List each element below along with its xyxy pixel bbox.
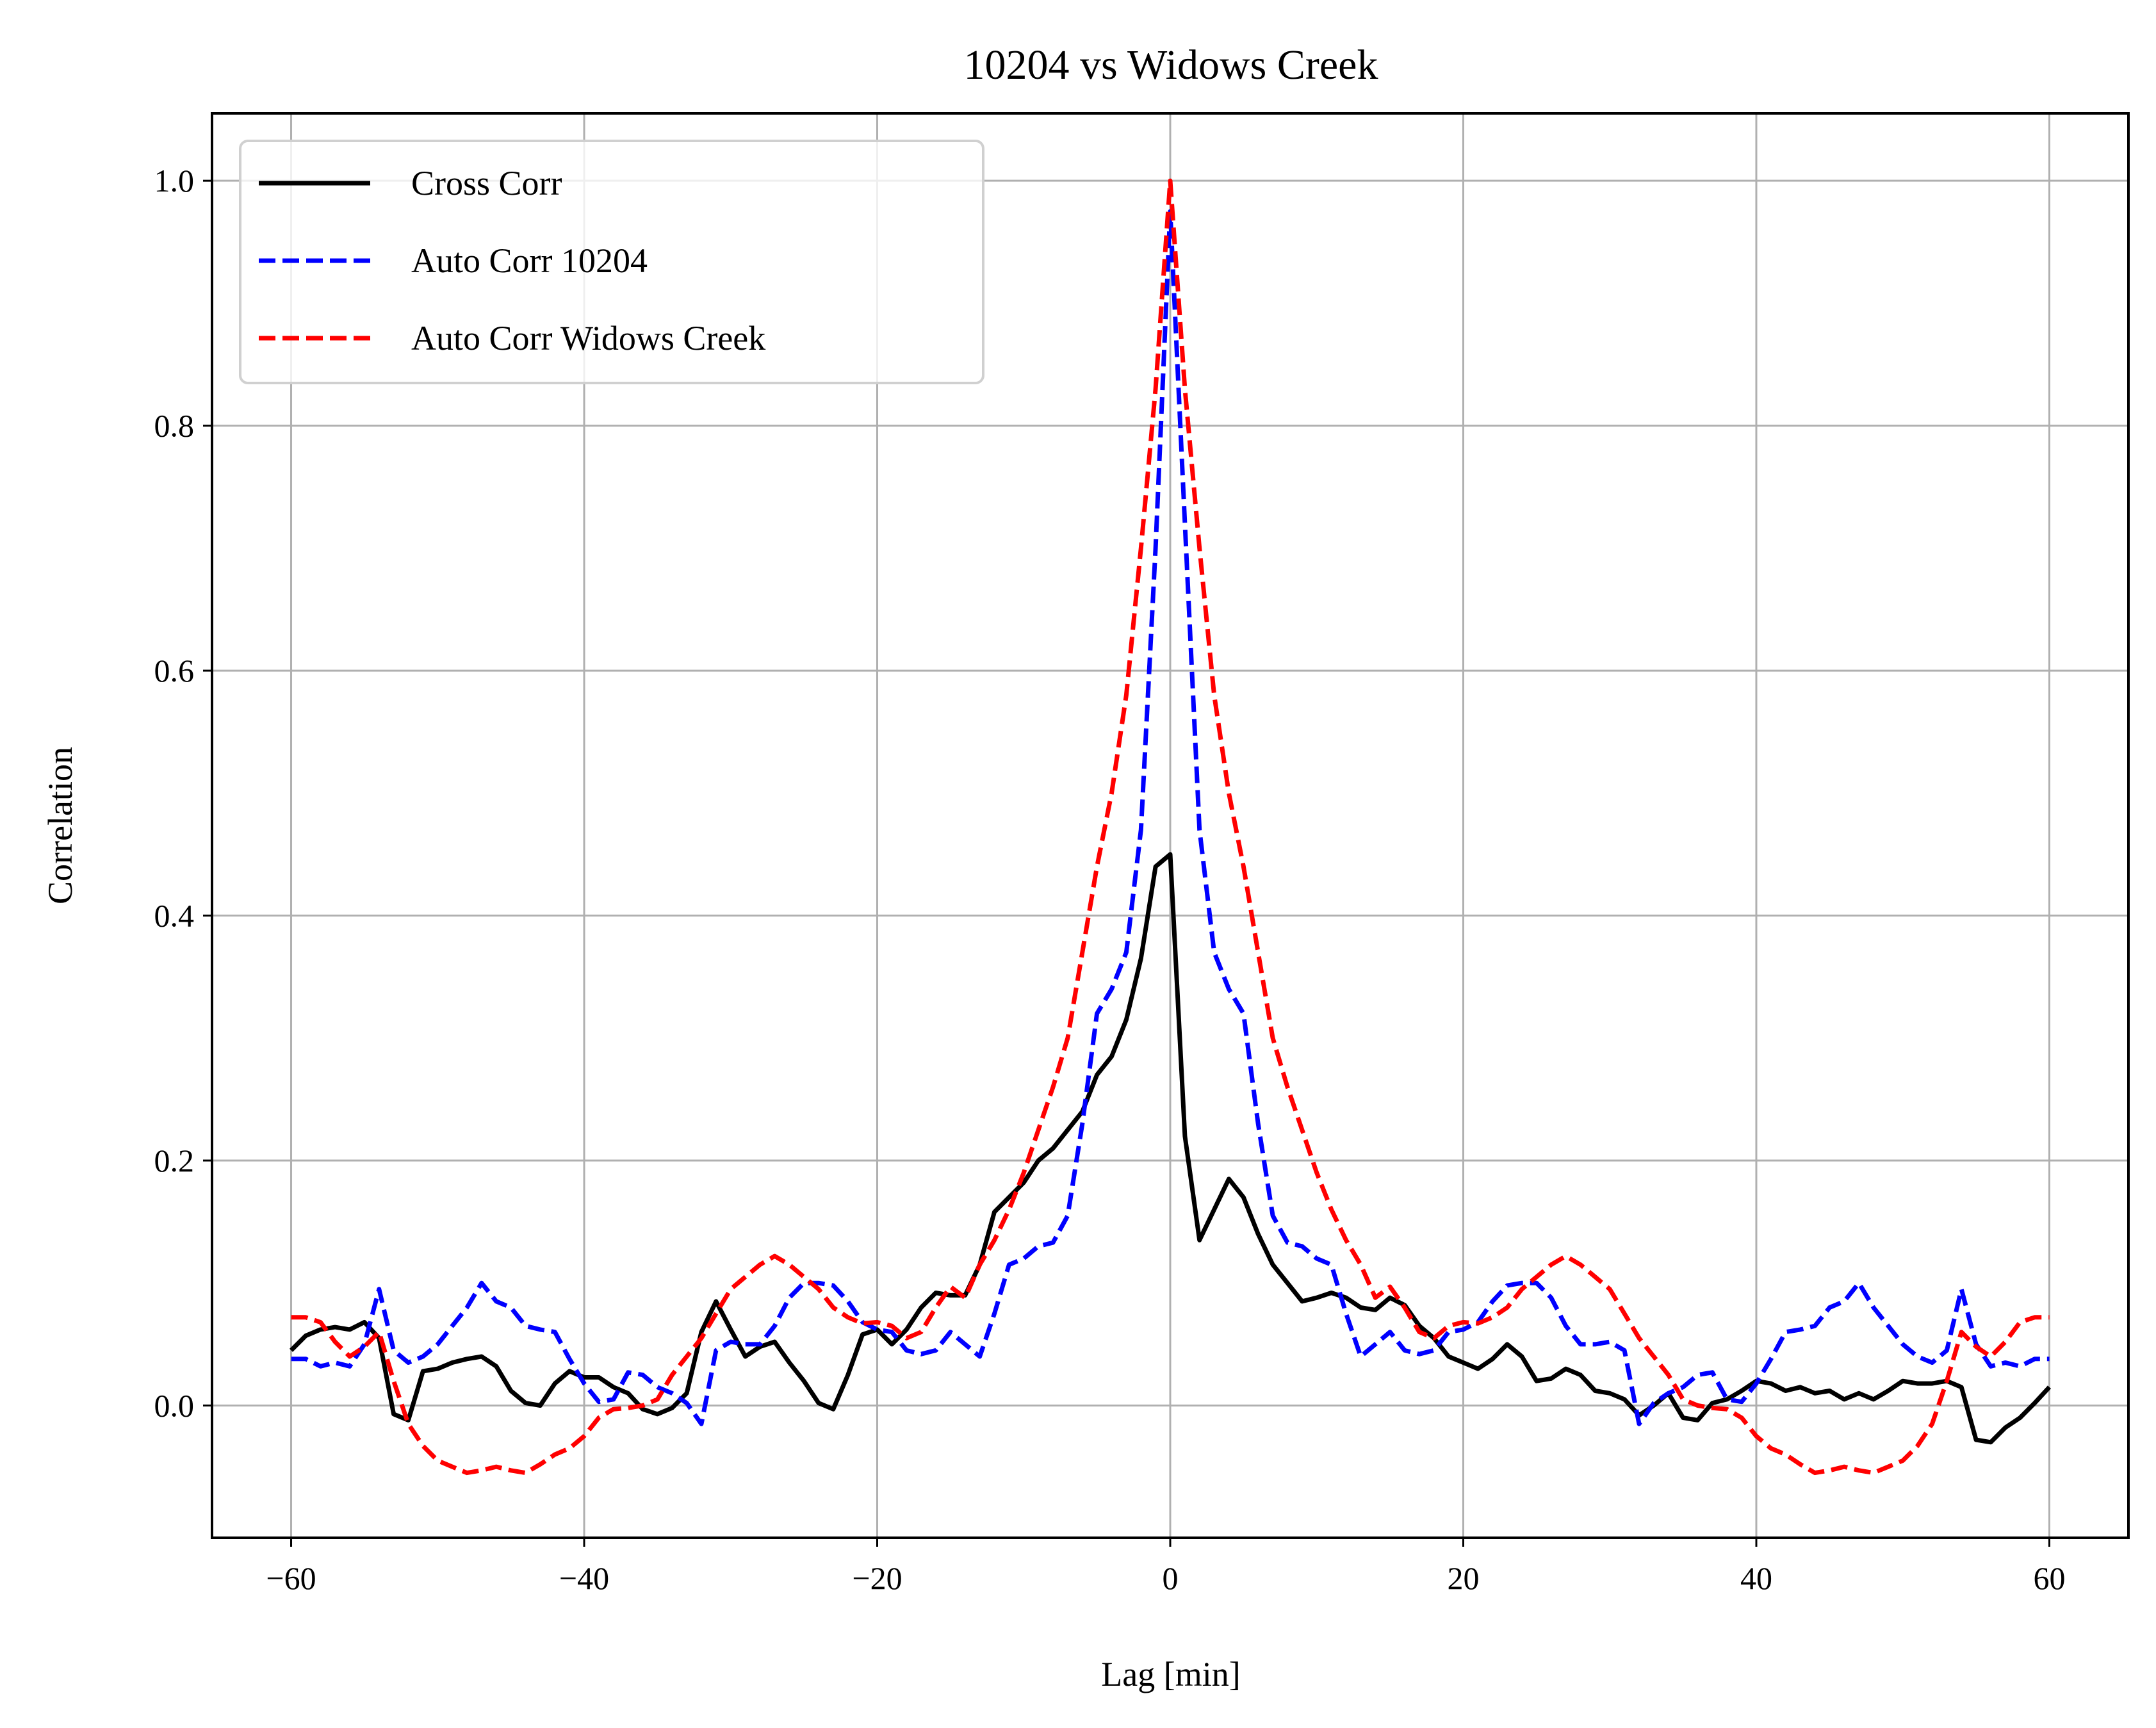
y-tick-label: 0.2 [154, 1143, 195, 1178]
y-axis-label: Correlation [41, 747, 79, 904]
legend: Cross Corr Auto Corr 10204 Auto Corr Widow… [239, 140, 984, 384]
x-axis-label: Lag [min] [1101, 1655, 1240, 1693]
series-layer [290, 178, 2052, 1476]
y-tick-label: 1.0 [154, 163, 195, 199]
x-tick-label: 60 [2033, 1560, 2065, 1596]
series-line-auto-corr-widows-creek [291, 178, 2050, 1476]
chart-title: 10204 vs Widows Creek [964, 42, 1378, 88]
x-tick-label: 0 [1163, 1560, 1179, 1596]
y-tick-label: 0.8 [154, 408, 195, 444]
y-tick-label: 0.6 [154, 653, 195, 689]
x-tick-label: −60 [266, 1560, 316, 1596]
x-tick-label: −40 [559, 1560, 609, 1596]
y-tick-label: 0.4 [154, 898, 195, 934]
x-tick-label: 40 [1740, 1560, 1772, 1596]
x-tick-label: −20 [852, 1560, 902, 1596]
legend-frame [239, 140, 984, 384]
legend-label: Auto Corr 10204 [411, 241, 648, 280]
x-tick-label: 20 [1447, 1560, 1479, 1596]
legend-label: Auto Corr Widows Creek [411, 319, 765, 357]
y-tick-label: 0.0 [154, 1387, 195, 1423]
legend-label: Cross Corr [411, 164, 562, 202]
axis-ticks: −60 −40 −20 0 20 40 60 0.0 0.2 0.4 0.6 0.8 1.0 [154, 163, 2066, 1596]
